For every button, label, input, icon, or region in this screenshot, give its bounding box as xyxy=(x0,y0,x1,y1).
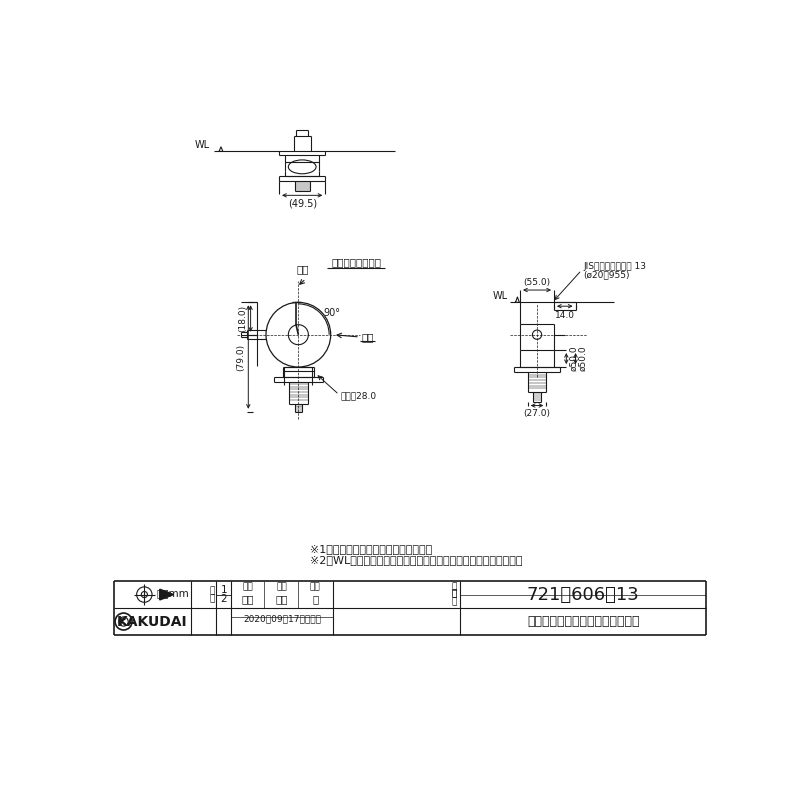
Text: 721－606－13: 721－606－13 xyxy=(527,586,640,603)
Text: ハンドル回転角度: ハンドル回転角度 xyxy=(331,257,381,267)
Text: 製図: 製図 xyxy=(242,582,253,592)
Text: (18.0): (18.0) xyxy=(238,305,247,332)
Text: 祝: 祝 xyxy=(312,594,318,604)
Text: 山田: 山田 xyxy=(275,594,288,604)
Text: 2: 2 xyxy=(220,594,227,604)
Text: 1: 1 xyxy=(220,585,227,595)
Text: (79.0): (79.0) xyxy=(236,343,246,370)
Text: 2020年09月17日　作成: 2020年09月17日 作成 xyxy=(243,614,321,623)
Text: 尺: 尺 xyxy=(210,586,214,595)
Text: (55.0): (55.0) xyxy=(523,278,550,287)
Text: 洗濤機用水栓（ストッパーつき）: 洗濤機用水栓（ストッパーつき） xyxy=(527,615,639,628)
Text: 二面幈28.0: 二面幈28.0 xyxy=(341,392,377,401)
Text: 度: 度 xyxy=(210,594,214,603)
Text: 90°: 90° xyxy=(323,308,340,318)
Text: (49.5): (49.5) xyxy=(288,198,317,209)
Text: 品: 品 xyxy=(452,590,458,598)
Text: WL: WL xyxy=(194,140,210,150)
Text: (27.0): (27.0) xyxy=(523,409,550,418)
Text: 止水: 止水 xyxy=(362,332,374,342)
Text: 番: 番 xyxy=(452,590,458,598)
Text: ※1　（　）内寨法は参考寨法である。: ※1 （ ）内寨法は参考寨法である。 xyxy=(310,544,432,554)
Text: ø50.0: ø50.0 xyxy=(578,346,588,371)
Text: 吐水: 吐水 xyxy=(297,265,310,274)
Text: KAKUDAI: KAKUDAI xyxy=(117,614,187,629)
Text: 黒崎: 黒崎 xyxy=(242,594,254,604)
Text: JIS給水栓取付ねじ 13: JIS給水栓取付ねじ 13 xyxy=(583,262,646,271)
Text: 検図: 検図 xyxy=(276,582,286,592)
Text: 14.0: 14.0 xyxy=(554,311,574,320)
Text: ※2　WLからの水栓寨法は水栓本体のねじ込み幅により変化する。: ※2 WLからの水栓寨法は水栓本体のねじ込み幅により変化する。 xyxy=(310,555,522,566)
Text: (ø20．955): (ø20．955) xyxy=(583,270,630,279)
Polygon shape xyxy=(160,589,174,600)
Text: 単位mm: 単位mm xyxy=(157,588,190,598)
Text: ø50.0: ø50.0 xyxy=(570,346,578,371)
Text: 名: 名 xyxy=(452,598,458,606)
Text: 品: 品 xyxy=(452,582,458,592)
Text: WL: WL xyxy=(493,291,508,301)
Text: 承認: 承認 xyxy=(310,582,321,592)
